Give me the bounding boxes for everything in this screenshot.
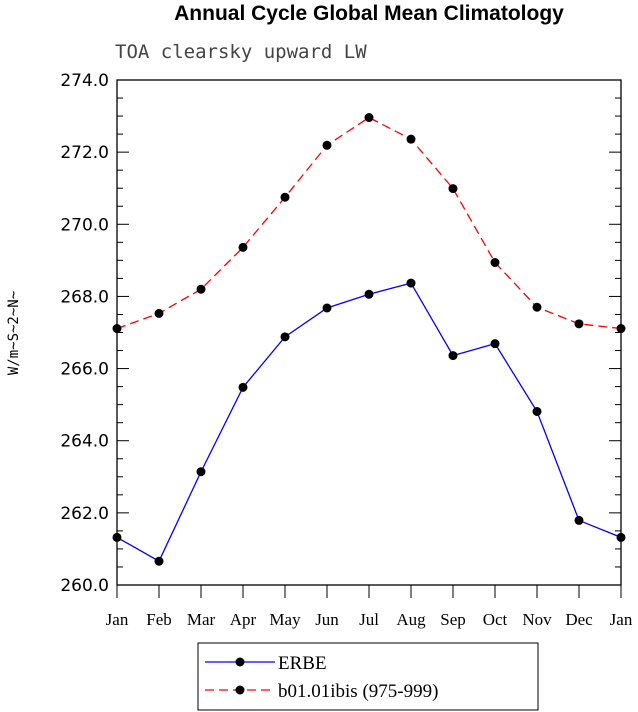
data-point-1 xyxy=(574,319,584,329)
data-point-0 xyxy=(322,303,332,313)
legend-box xyxy=(197,642,539,711)
y-tick-label: 260.0 xyxy=(60,576,109,596)
data-point-1 xyxy=(364,113,374,123)
x-tick-label: Mar xyxy=(187,610,216,629)
x-tick-label: Jan xyxy=(106,610,129,629)
y-tick-label: 270.0 xyxy=(60,215,109,235)
chart-title: Annual Cycle Global Mean Climatology xyxy=(174,2,564,25)
y-tick-label: 266.0 xyxy=(60,360,109,380)
series-line-0 xyxy=(116,282,622,563)
data-point-0 xyxy=(616,532,626,542)
y-tick-label: 272.0 xyxy=(60,143,109,163)
data-point-1 xyxy=(238,242,248,252)
data-point-0 xyxy=(406,278,416,288)
legend-label-0: ERBE xyxy=(278,653,327,674)
data-point-0 xyxy=(196,467,206,477)
data-point-1 xyxy=(280,192,290,202)
data-point-1 xyxy=(406,134,416,144)
y-tick-label: 262.0 xyxy=(60,504,109,524)
x-tick-label: Jun xyxy=(315,610,339,629)
data-point-0 xyxy=(490,339,500,349)
x-tick-label: Feb xyxy=(146,610,172,629)
y-tick-label: 264.0 xyxy=(60,432,109,452)
x-tick-label: Apr xyxy=(230,610,257,629)
data-point-1 xyxy=(322,140,332,150)
y-tick-label: 268.0 xyxy=(60,287,109,307)
x-tick-label: Aug xyxy=(396,610,426,629)
data-point-0 xyxy=(532,406,542,416)
x-tick-label: May xyxy=(269,610,301,629)
data-point-0 xyxy=(154,556,164,566)
y-tick-label: 274.0 xyxy=(60,71,109,91)
data-point-1 xyxy=(154,308,164,318)
data-point-0 xyxy=(364,289,374,299)
legend: ERBE b01.01ibis (975-999) xyxy=(197,642,539,711)
x-tick-label: Oct xyxy=(483,610,508,629)
data-point-1 xyxy=(532,302,542,312)
x-tick-label: Dec xyxy=(565,610,593,629)
data-point-0 xyxy=(574,515,584,525)
legend-marker-1 xyxy=(235,685,245,695)
data-point-1 xyxy=(490,258,500,268)
data-point-0 xyxy=(448,351,458,361)
y-axis-label: W/m~S~2~N~ xyxy=(6,291,22,375)
data-point-1 xyxy=(616,324,626,334)
legend-label-1: b01.01ibis (975-999) xyxy=(278,681,438,702)
data-point-0 xyxy=(238,382,248,392)
x-tick-label: Jan xyxy=(610,610,633,629)
data-point-0 xyxy=(280,332,290,342)
data-point-1 xyxy=(448,184,458,194)
data-point-1 xyxy=(112,324,122,334)
x-tick-label: Nov xyxy=(522,610,552,629)
x-tick-label: Sep xyxy=(440,610,466,629)
data-point-0 xyxy=(112,532,122,542)
chart-subtitle: TOA clearsky upward LW xyxy=(115,41,367,63)
legend-marker-0 xyxy=(235,657,245,667)
plot-frame xyxy=(116,79,622,586)
x-tick-label: Jul xyxy=(359,610,379,629)
data-point-1 xyxy=(196,284,206,294)
